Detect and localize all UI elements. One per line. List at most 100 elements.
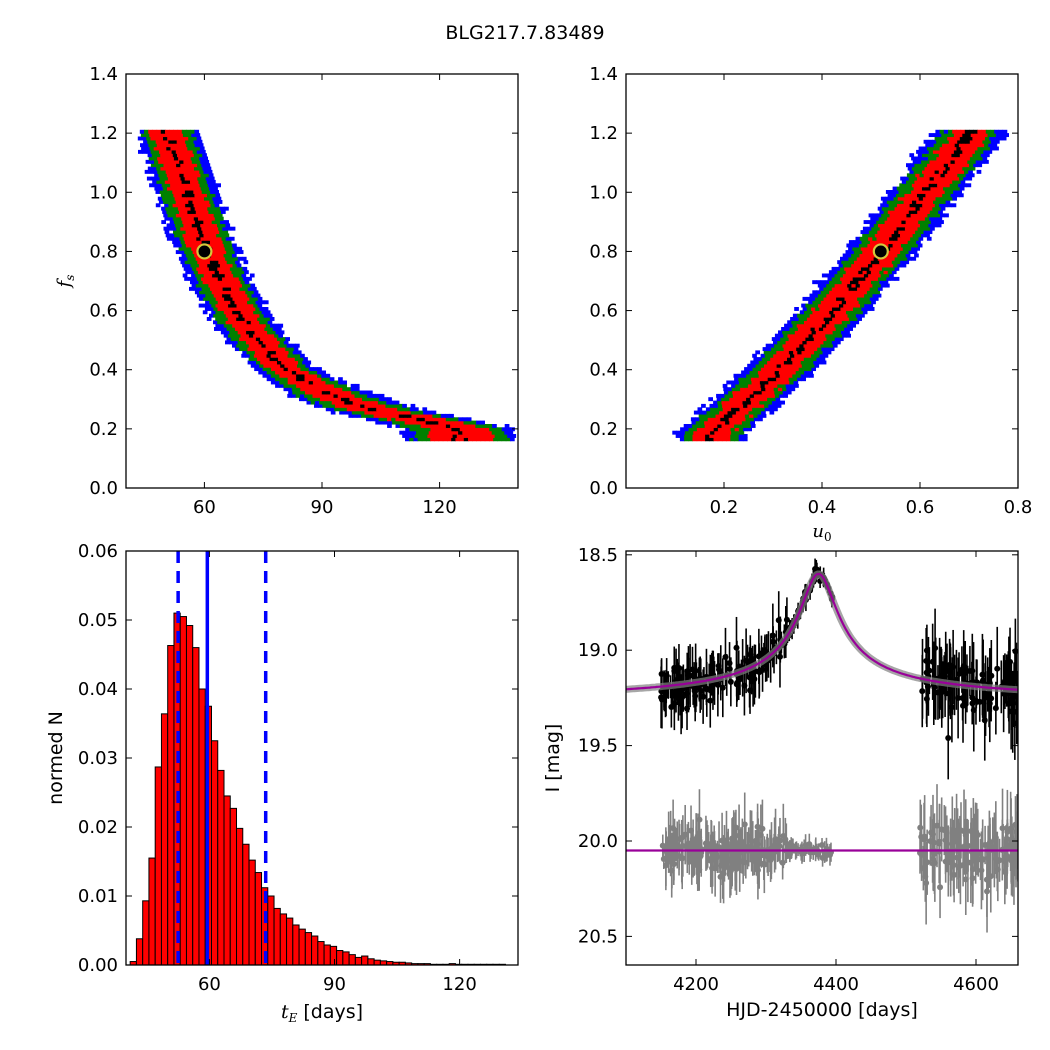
heatmap-cell <box>887 233 893 238</box>
heatmap-cell <box>320 397 325 402</box>
heatmap-cell <box>378 397 384 402</box>
heatmap-cell <box>856 256 862 261</box>
heatmap-cell <box>809 293 815 298</box>
heatmap-cell <box>367 393 372 398</box>
heatmap-cell <box>208 196 213 201</box>
heatmap-cell <box>797 313 802 318</box>
heatmap-cell <box>359 390 365 395</box>
residual-point <box>676 844 683 851</box>
heatmap-cell <box>917 243 923 248</box>
data-point <box>658 694 665 701</box>
heatmap-cell <box>899 183 904 188</box>
heatmap-cell <box>228 263 233 268</box>
heatmap-cell <box>753 390 758 395</box>
heatmap-cell <box>259 313 265 318</box>
heatmap-cell <box>741 417 746 422</box>
heatmap-cell <box>987 133 993 138</box>
heatmap-cell <box>161 220 166 225</box>
heatmap-cell <box>758 397 764 402</box>
heatmap-cell <box>229 236 235 241</box>
heatmap-cell <box>896 193 901 198</box>
heatmap-cell <box>190 156 196 161</box>
heatmap-cell <box>173 143 179 148</box>
heatmap-cell <box>377 403 382 408</box>
heatmap-cell <box>808 300 813 305</box>
heatmap-cell <box>204 173 210 178</box>
heatmap-cell <box>411 413 417 418</box>
heatmap-cell <box>851 293 857 298</box>
heatmap-cell <box>743 380 748 385</box>
heatmap-cell <box>367 407 373 412</box>
heatmap-cell <box>956 179 962 184</box>
heatmap-cell <box>812 300 818 305</box>
heatmap-cell <box>950 143 956 148</box>
heatmap-cell <box>373 413 379 418</box>
residual-point <box>802 842 809 849</box>
heatmap-cell <box>877 206 883 211</box>
heatmap-cell <box>198 280 204 285</box>
x-tick-label: 60 <box>198 974 221 995</box>
heatmap-cell <box>375 393 381 398</box>
heatmap-cell <box>399 430 404 435</box>
heatmap-cell <box>897 253 902 258</box>
heatmap-cell <box>289 360 295 365</box>
heatmap-cell <box>797 377 802 382</box>
heatmap-cell <box>209 176 215 181</box>
heatmap-cell <box>195 256 201 261</box>
heatmap-cell <box>865 296 871 301</box>
heatmap-cell <box>799 357 805 362</box>
heatmap-cell <box>820 330 825 335</box>
heatmap-cell <box>778 390 784 395</box>
heatmap-cell <box>827 286 833 291</box>
heatmap-cell <box>277 327 282 331</box>
data-point <box>986 694 993 701</box>
heatmap-cell <box>882 266 887 271</box>
heatmap-cell <box>828 270 834 275</box>
heatmap-cell <box>867 253 873 258</box>
heatmap-cell <box>699 417 704 422</box>
heatmap-cell <box>766 370 771 375</box>
heatmap-cell <box>431 434 437 438</box>
heatmap-cell <box>941 133 946 138</box>
heatmap-cell <box>778 370 784 375</box>
heatmap-cell <box>967 143 972 148</box>
heatmap-cell <box>980 153 986 158</box>
heatmap-cell <box>975 143 981 148</box>
heatmap-cell <box>994 146 999 151</box>
heatmap-cell <box>197 226 202 231</box>
heatmap-cell <box>822 293 827 298</box>
heatmap-cell <box>848 240 854 245</box>
heatmap-cell <box>749 370 755 375</box>
heatmap-cell <box>251 307 256 311</box>
heatmap-cell <box>824 280 830 285</box>
heatmap-cell <box>860 230 866 235</box>
heatmap-cell <box>931 163 936 168</box>
y-tick-label: 0.05 <box>78 610 118 631</box>
heatmap-cell <box>916 240 921 245</box>
heatmap-cell <box>229 320 235 325</box>
data-point <box>923 647 930 654</box>
heatmap-cell <box>692 427 698 432</box>
heatmap-cell <box>258 353 263 358</box>
heatmap-cell <box>445 424 451 428</box>
data-point <box>992 705 999 712</box>
heatmap-cell <box>933 159 939 164</box>
heatmap-cell <box>808 347 814 352</box>
data-point <box>1013 670 1018 677</box>
heatmap-cell <box>808 333 814 338</box>
heatmap-cell <box>919 230 924 235</box>
heatmap-cell <box>261 317 267 321</box>
heatmap-cell <box>769 387 775 392</box>
heatmap-cell <box>280 350 285 355</box>
heatmap-cell <box>184 200 189 204</box>
heatmap-cell <box>253 296 259 301</box>
heatmap-cell <box>169 169 175 174</box>
x-tick-label: 4400 <box>813 974 859 995</box>
heatmap-cell <box>306 400 312 405</box>
heatmap-cell <box>783 373 789 378</box>
heatmap-cell <box>857 286 862 291</box>
heatmap-cell <box>871 280 876 285</box>
heatmap-cell <box>248 317 254 321</box>
heatmap-cell <box>168 139 173 144</box>
heatmap-cell <box>884 236 890 241</box>
